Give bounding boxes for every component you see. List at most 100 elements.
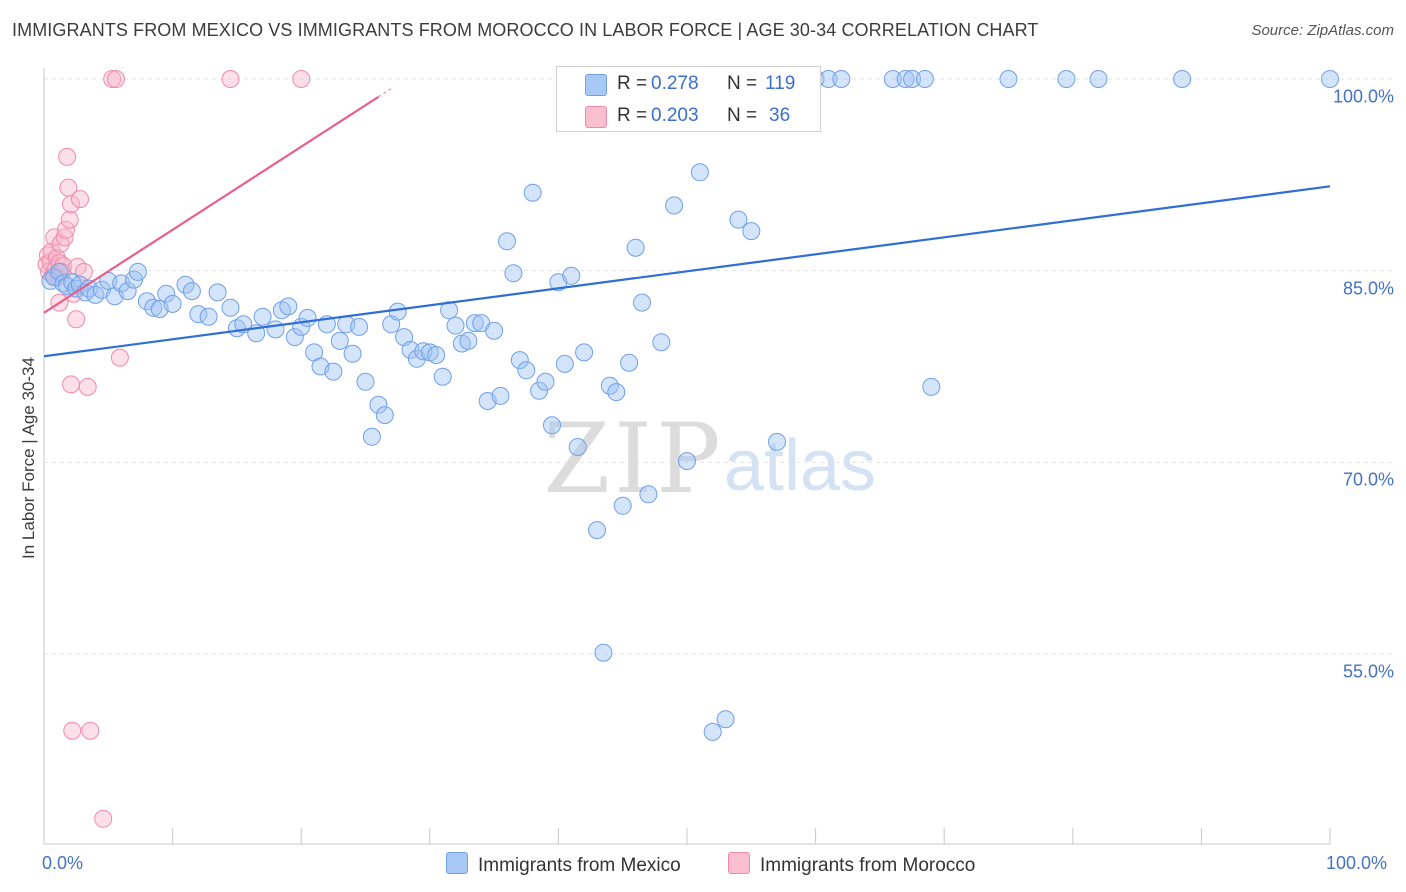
- mexico-point: [369, 395, 388, 414]
- mexico-point: [1089, 70, 1108, 88]
- morocco-point: [67, 310, 86, 329]
- mexico-point: [536, 372, 555, 391]
- mexico-point: [163, 294, 182, 313]
- morocco-legend-swatch: [728, 852, 750, 874]
- mexico-point: [883, 70, 902, 88]
- legend-n-label: N =: [727, 105, 758, 126]
- mexico-point: [716, 710, 735, 729]
- mexico-point: [144, 298, 163, 317]
- morocco-swatch: [585, 106, 607, 128]
- legend-mexico-label: Immigrants from Mexico: [478, 855, 681, 876]
- mexico-point: [324, 362, 343, 381]
- mexico-point: [343, 344, 362, 363]
- mexico-point: [594, 643, 613, 662]
- mexico-point: [356, 372, 375, 391]
- legend-morocco-n: 36: [769, 105, 791, 126]
- mexico-point: [330, 331, 349, 350]
- mexico-point: [896, 70, 915, 88]
- mexico-point: [176, 275, 195, 294]
- mexico-point: [1173, 70, 1192, 88]
- mexico-point: [620, 353, 639, 372]
- chart-title: IMMIGRANTS FROM MEXICO VS IMMIGRANTS FRO…: [12, 20, 1039, 40]
- mexico-point: [498, 232, 516, 251]
- mexico-point: [401, 340, 420, 359]
- morocco-point: [81, 721, 100, 740]
- morocco-point: [292, 70, 311, 88]
- mexico-point: [285, 328, 304, 347]
- mexico-point: [1057, 70, 1076, 88]
- morocco-point: [107, 70, 125, 88]
- mexico-legend-swatch: [446, 852, 468, 874]
- legend-morocco-label: Immigrants from Morocco: [760, 855, 976, 876]
- mexico-point: [350, 317, 369, 336]
- morocco-trend-line: [43, 95, 379, 314]
- mexico-point: [652, 333, 671, 352]
- mexico-point: [1321, 70, 1339, 88]
- morocco-point: [58, 147, 77, 166]
- mexico-point: [600, 376, 619, 395]
- mexico-point: [118, 282, 137, 301]
- legend-item-mexico: Immigrants from Mexico: [446, 852, 681, 877]
- morocco-point: [60, 210, 79, 229]
- mexico-point: [543, 416, 561, 435]
- mexico-point: [678, 452, 696, 471]
- morocco-point: [62, 375, 80, 394]
- legend-r-label: R =: [617, 73, 648, 94]
- mexico-point: [128, 262, 147, 281]
- mexico-point: [45, 268, 64, 287]
- mexico-point: [922, 377, 941, 396]
- mexico-point: [427, 346, 446, 364]
- mexico-point: [607, 383, 626, 402]
- legend-morocco-r: 0.203: [651, 105, 699, 126]
- mexico-point: [221, 298, 240, 317]
- mexico-point: [491, 386, 510, 405]
- zipatlas-watermark: ZIP atlas: [543, 403, 876, 515]
- mexico-point: [633, 293, 651, 312]
- legend-row-morocco: R = 0.203 N = 36: [557, 101, 820, 133]
- mexico-point: [639, 485, 658, 504]
- morocco-point: [78, 377, 97, 396]
- y-tick-label: 100.0%: [1332, 86, 1394, 107]
- mexico-point: [465, 314, 484, 333]
- mexico-point: [768, 432, 786, 451]
- mexico-point: [903, 70, 922, 88]
- mexico-point: [279, 297, 298, 316]
- legend-mexico-r: 0.278: [651, 73, 699, 94]
- morocco-point: [62, 195, 80, 214]
- mexico-point: [510, 351, 529, 370]
- mexico-point: [266, 320, 285, 339]
- mexico-point: [298, 308, 317, 327]
- mexico-point: [362, 427, 381, 446]
- watermark-atlas: atlas: [724, 426, 876, 506]
- mexico-point: [208, 283, 227, 302]
- mexico-point: [613, 496, 632, 515]
- mexico-point: [157, 284, 176, 303]
- correlation-legend: R = 0.278 N = 119 R = 0.203 N = 36: [556, 66, 821, 132]
- morocco-point: [221, 70, 240, 88]
- mexico-point: [562, 266, 581, 285]
- mexico-point: [50, 262, 69, 281]
- mexico-point: [459, 331, 478, 350]
- trend-lines: [43, 87, 1331, 358]
- legend-mexico-n: 119: [765, 73, 796, 94]
- mexico-point: [915, 70, 934, 88]
- morocco-point: [63, 721, 82, 740]
- gridlines: [44, 78, 1392, 655]
- morocco-point: [56, 220, 75, 239]
- morocco-point: [110, 348, 129, 367]
- mexico-point: [375, 406, 394, 425]
- y-tick-label: 55.0%: [1342, 661, 1394, 682]
- mexico-trend-line: [43, 185, 1331, 358]
- morocco-point: [71, 190, 89, 209]
- mexico-point: [742, 222, 761, 241]
- mexico-point: [555, 354, 574, 373]
- mexico-point: [665, 196, 684, 215]
- mexico-point: [999, 70, 1018, 88]
- mexico-point: [433, 367, 452, 386]
- morocco-point: [94, 809, 113, 828]
- legend-r-label: R =: [617, 105, 648, 126]
- mexico-point: [199, 307, 218, 326]
- morocco-trend-extension: [377, 87, 392, 98]
- y-tick-label: 70.0%: [1342, 469, 1394, 490]
